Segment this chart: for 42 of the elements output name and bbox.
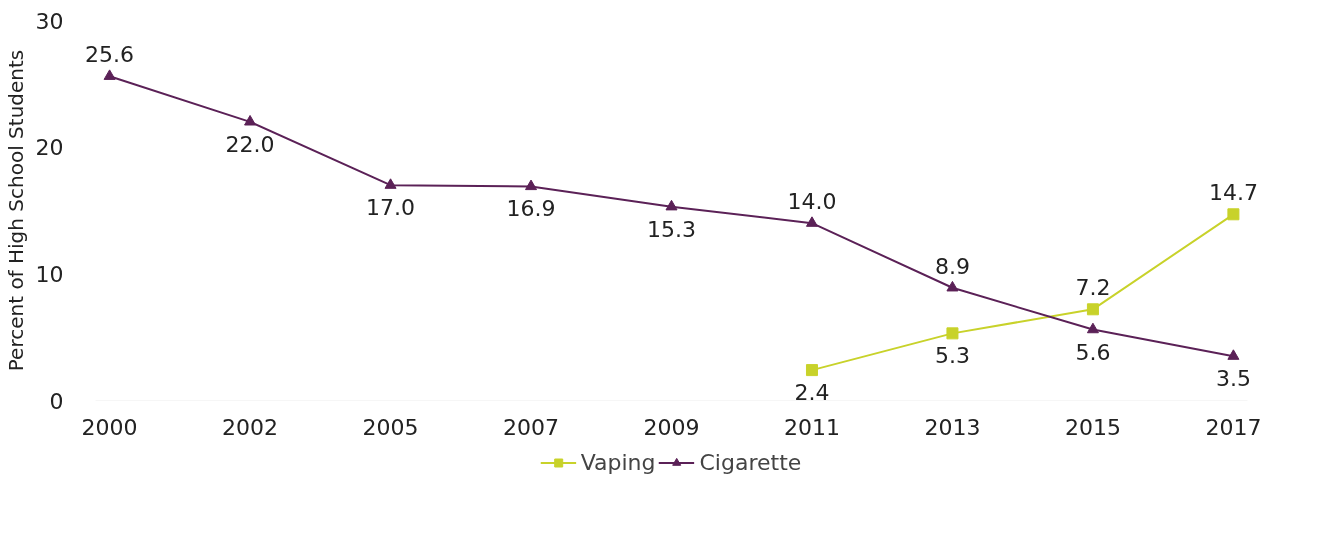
point [805, 216, 818, 227]
legend-label: Vaping [580, 449, 656, 475]
y-tick-label: 0 [49, 388, 64, 414]
y-tick-label: 20 [35, 135, 64, 161]
data-label: 5.6 [1075, 339, 1111, 365]
point [384, 178, 397, 189]
y-axis-title: Percent of High School Students [3, 49, 28, 372]
data-label: 16.9 [506, 196, 556, 222]
x-tick-label: 2002 [222, 414, 279, 440]
point [1227, 208, 1240, 221]
point [103, 69, 116, 80]
point [525, 179, 538, 191]
x-tick-label: 2017 [1205, 414, 1262, 440]
point [946, 280, 959, 292]
data-label: 22.0 [225, 131, 275, 157]
data-label: 14.0 [787, 189, 837, 215]
data-label: 14.7 [1208, 180, 1258, 206]
data-label: 7.2 [1075, 275, 1111, 301]
point [665, 199, 678, 211]
y-tick-label: 10 [35, 261, 64, 287]
data-label: 3.5 [1215, 366, 1251, 392]
x-tick-label: 2009 [643, 414, 700, 440]
x-tick-label: 2011 [783, 414, 840, 440]
point [946, 327, 959, 340]
data-label: 8.9 [934, 253, 970, 279]
x-tick-label: 2005 [362, 414, 419, 440]
data-label: 5.3 [934, 343, 970, 369]
point [244, 114, 257, 126]
data-label: 15.3 [647, 216, 696, 242]
x-tick-label: 2007 [503, 414, 560, 440]
point [1227, 349, 1240, 360]
data-label: 25.6 [85, 42, 135, 68]
point [805, 364, 818, 377]
legend-label: Cigarette [699, 449, 802, 475]
point [1086, 322, 1099, 334]
point [1086, 303, 1099, 316]
y-tick-label: 30 [35, 8, 64, 34]
data-label: 17.0 [366, 195, 416, 221]
x-tick-label: 2000 [81, 414, 138, 440]
x-tick-label: 2013 [924, 414, 981, 440]
x-tick-label: 2015 [1064, 414, 1121, 440]
data-label: 2.4 [794, 380, 830, 406]
